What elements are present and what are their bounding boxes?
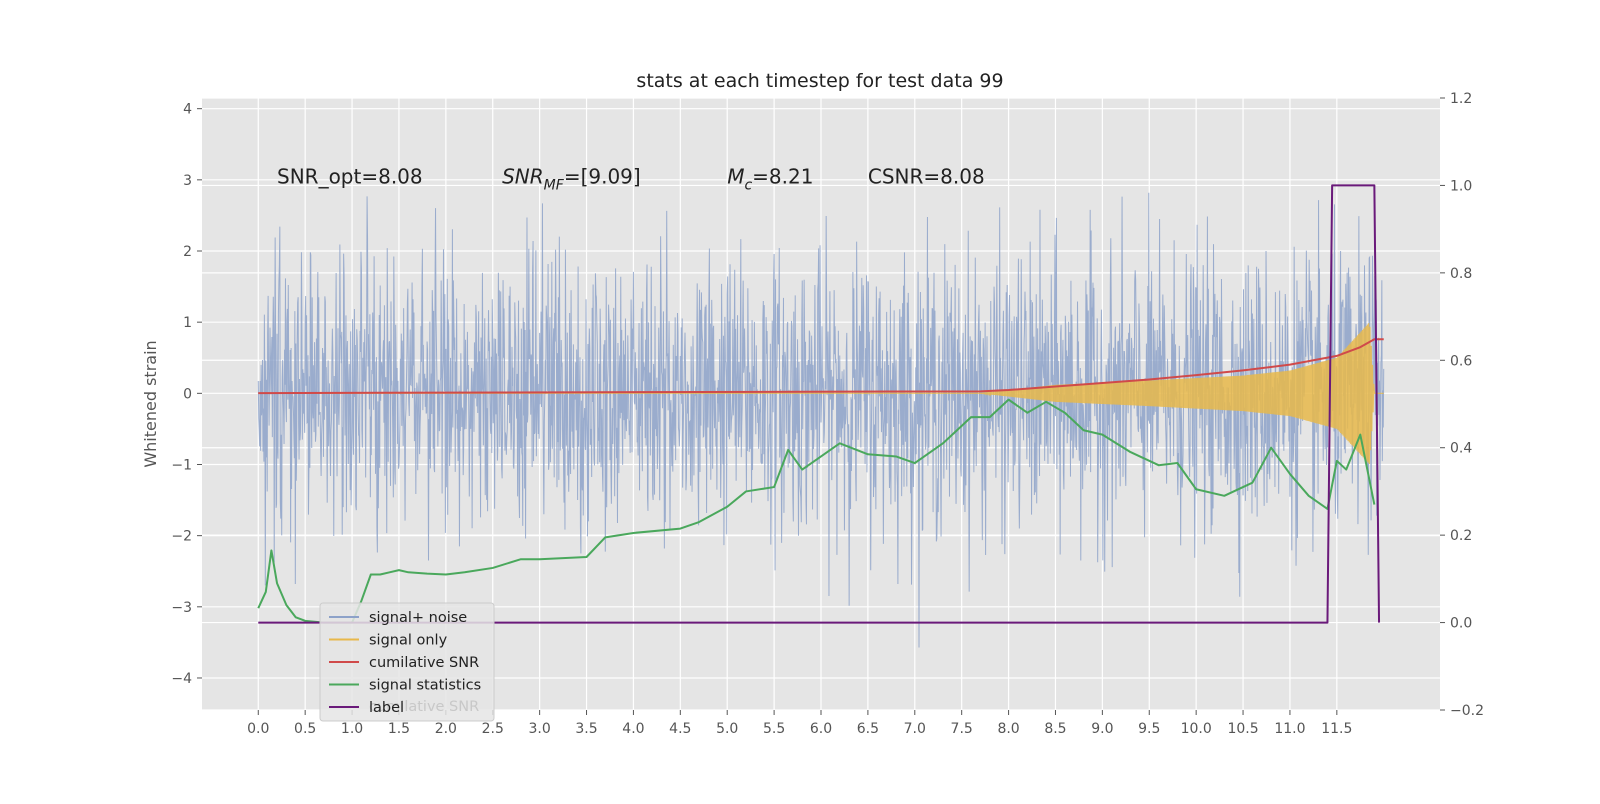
annotation-subscript: c <box>744 177 752 193</box>
chart-title: stats at each timestep for test data 99 <box>636 70 1003 92</box>
x-tick-label: 2.5 <box>482 721 504 737</box>
annotation-layer: SNR_opt=8.08 SNRMF=[9.09] Mc=8.21 CSNR=8.08 <box>277 164 985 193</box>
y-left-tick-label: 3 <box>183 173 192 189</box>
annotation-text: CSNR=8.08 <box>868 164 985 188</box>
y-left-tick-label: −4 <box>171 671 192 687</box>
x-tick-label: 11.0 <box>1274 721 1305 737</box>
y-left-tick-label: 0 <box>183 386 192 402</box>
x-tick-label: 7.5 <box>951 721 973 737</box>
series-signal-statistics <box>257 398 1376 624</box>
x-tick-label: 0.0 <box>247 721 269 737</box>
annotation-text: SNR_opt=8.08 <box>277 164 423 188</box>
annotation-main: M <box>727 164 744 188</box>
x-tick-label: 1.5 <box>388 721 410 737</box>
x-tick-label: 6.0 <box>810 721 832 737</box>
annotation-text: Mc=8.21 <box>727 164 813 193</box>
y-left-tick-label: 1 <box>183 315 192 331</box>
x-tick-label: 9.0 <box>1091 721 1113 737</box>
x-tick-label: 8.5 <box>1044 721 1066 737</box>
y-right-tick-label: 0.8 <box>1450 266 1472 282</box>
x-tick-label: 3.0 <box>529 721 551 737</box>
x-tick-label: 4.5 <box>669 721 691 737</box>
series-layer <box>257 184 1385 648</box>
y-right-tick-label: 0.0 <box>1450 616 1472 632</box>
annotation-value: =8.21 <box>752 164 813 188</box>
annotation-text: SNRMF=[9.09] <box>502 164 641 193</box>
x-tick-label: 10.5 <box>1227 721 1258 737</box>
x-tick-label: 1.0 <box>341 721 363 737</box>
y-right-tick-label: 0.6 <box>1450 353 1472 369</box>
x-tick-label: 7.0 <box>904 721 926 737</box>
x-tick-label: 6.5 <box>857 721 879 737</box>
axes-layer: 0.0 0.5 1.0 1.5 2.0 2.5 3.0 3.5 4.0 4.5 5.0 5.5 6.0 6… <box>171 91 1484 737</box>
y-axis-label: Whitened strain <box>141 340 160 467</box>
y-left-tick-label: −2 <box>171 529 192 545</box>
x-tick-label: 5.5 <box>763 721 785 737</box>
legend-label: signal statistics <box>369 678 481 694</box>
legend-label: signal+ noise <box>369 610 467 626</box>
x-tick-label: 11.5 <box>1321 721 1352 737</box>
annotation-main: SNR <box>502 164 544 188</box>
x-tick-label: 8.0 <box>997 721 1019 737</box>
series-label <box>258 184 1381 624</box>
y-left-tick-label: 4 <box>183 102 192 118</box>
y-right-tick-label: 0.2 <box>1450 528 1472 544</box>
series-cumilative-snr <box>258 338 1384 395</box>
legend-items: signal+ noise signal only cumilative SNR si… <box>329 610 481 716</box>
y-right-tick-label: 1.2 <box>1450 91 1472 107</box>
annotation-subscript: MF <box>544 177 565 193</box>
legend: cumilative SNR signal+ noise signal only c… <box>319 602 495 722</box>
legend-label: cumilative SNR <box>369 655 479 671</box>
x-tick-label: 3.5 <box>575 721 597 737</box>
legend-label: label <box>369 700 404 716</box>
annotation-value: =[9.09] <box>564 164 641 188</box>
y-left-tick-label: 2 <box>183 244 192 260</box>
legend-ghost-text: cumilative SNR <box>369 699 479 715</box>
y-left-tick-label: −3 <box>171 600 192 616</box>
legend-label: signal only <box>369 633 448 649</box>
series-signal-noise <box>257 192 1385 648</box>
legend-box <box>319 602 495 722</box>
y-right-tick-label: 0.4 <box>1450 441 1472 457</box>
x-tick-label: 9.5 <box>1138 721 1160 737</box>
x-tick-label: 4.0 <box>622 721 644 737</box>
y-left-tick-label: −1 <box>171 457 192 473</box>
x-tick-label: 5.0 <box>716 721 738 737</box>
x-tick-label: 0.5 <box>294 721 316 737</box>
x-tick-label: 2.0 <box>435 721 457 737</box>
x-tick-label: 10.0 <box>1181 721 1212 737</box>
y-right-tick-label: 1.0 <box>1450 178 1472 194</box>
y-right-tick-label: −0.2 <box>1450 703 1484 719</box>
